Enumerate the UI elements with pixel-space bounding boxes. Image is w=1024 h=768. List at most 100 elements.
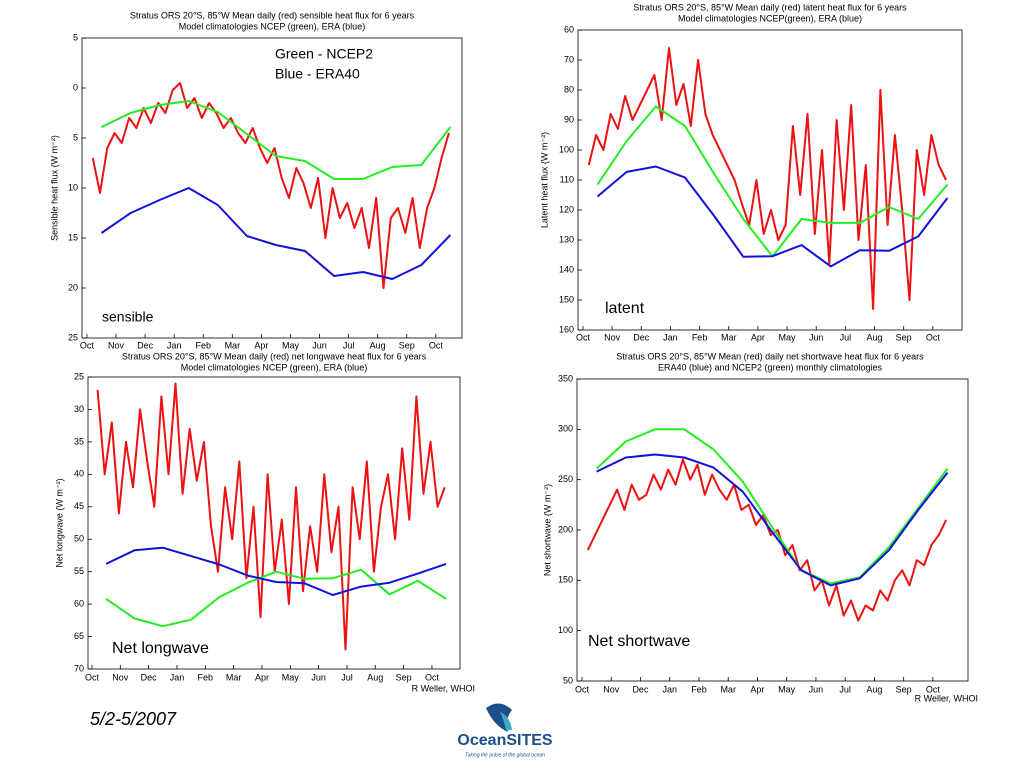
x-tick-label: Nov (603, 684, 620, 694)
logo-shape (500, 712, 512, 730)
x-tick-label: Jul (341, 672, 353, 682)
x-tick-label: Jan (662, 684, 677, 694)
x-tick-label: Oct (926, 684, 941, 694)
x-tick-label: Apr (750, 684, 764, 694)
plot-area (81, 37, 463, 339)
x-tick-label: Dec (141, 672, 158, 682)
x-tick-label: Nov (112, 672, 129, 682)
y-axis-label: Sensible heat flux (W m⁻²) (49, 135, 59, 241)
x-tick-label: Feb (692, 332, 708, 342)
y-tick-label: 160 (559, 324, 574, 334)
x-tick-label: May (282, 340, 300, 350)
annotation: Green - NCEP2 (275, 46, 373, 62)
chart-subtitle: Model climatologies NCEP (green), ERA (b… (179, 21, 365, 31)
x-tick-label: Nov (108, 340, 125, 350)
y-tick-label: 45 (74, 501, 84, 511)
y-axis-label: Latent heat flux (W m⁻²) (539, 132, 549, 228)
data-line (596, 453, 949, 587)
x-tick-label: Aug (866, 684, 882, 694)
x-tick-label: Aug (867, 332, 883, 342)
y-tick-label: 60 (564, 24, 574, 34)
y-axis-label: Net shortwave (W m⁻²) (542, 484, 552, 576)
x-tick-label: Jan (663, 332, 678, 342)
credit: R Weller, WHOI (412, 683, 475, 693)
x-tick-label: Mar (225, 340, 241, 350)
x-tick-label: Jun (809, 684, 824, 694)
x-tick-label: Apr (751, 332, 765, 342)
x-tick-label: Oct (926, 332, 941, 342)
x-tick-label: Aug (367, 672, 383, 682)
y-tick-label: 40 (74, 469, 84, 479)
x-tick-label: Nov (604, 332, 621, 342)
y-tick-label: 350 (558, 373, 573, 383)
data-line (595, 428, 949, 585)
x-tick-label: Oct (575, 684, 590, 694)
annotation: sensible (102, 309, 154, 325)
y-tick-label: 120 (559, 204, 574, 214)
plot-area (87, 376, 461, 670)
x-tick-label: Feb (195, 340, 211, 350)
y-tick-label: 90 (564, 114, 574, 124)
x-tick-label: Mar (226, 672, 242, 682)
data-line (100, 187, 452, 280)
chart-title: Stratus ORS 20°S, 85°W Mean daily (red) … (633, 2, 907, 12)
x-tick-label: Feb (198, 672, 214, 682)
x-tick-label: Oct (576, 332, 591, 342)
x-tick-label: Mar (720, 684, 736, 694)
y-tick-label: 100 (559, 144, 574, 154)
x-tick-label: Oct (429, 340, 444, 350)
chart-subtitle: ERA40 (blue) and NCEP2 (green) monthly c… (658, 362, 883, 372)
x-tick-label: Jun (809, 332, 824, 342)
y-tick-label: 100 (558, 625, 573, 635)
chart-subtitle: Model climatologies NCEP (green), ERA (b… (181, 362, 367, 372)
annotation: Blue - ERA40 (275, 66, 360, 82)
y-tick-label: 150 (559, 294, 574, 304)
annotation: latent (605, 300, 645, 317)
x-tick-label: Oct (85, 672, 100, 682)
x-tick-label: Jun (311, 672, 326, 682)
x-tick-label: Sep (396, 672, 412, 682)
chart-title: Stratus ORS 20°S, 85°W Mean daily (red) … (130, 10, 415, 20)
logo-tagline: Taking the pulse of the global ocean (465, 752, 545, 758)
y-tick-label: 200 (558, 524, 573, 534)
y-tick-label: 5 (73, 32, 78, 42)
chart-subtitle: Model climatologies NCEP(green), ERA (bl… (678, 13, 862, 23)
y-tick-label: 25 (74, 371, 84, 381)
annotation: Net shortwave (588, 633, 690, 650)
y-tick-label: 250 (558, 474, 573, 484)
y-tick-label: 70 (74, 663, 84, 673)
data-line (105, 546, 447, 596)
y-tick-label: 140 (559, 264, 574, 274)
x-tick-label: May (282, 672, 300, 682)
x-tick-label: Dec (633, 332, 650, 342)
y-tick-label: 70 (564, 54, 574, 64)
x-tick-label: Sep (896, 332, 912, 342)
x-tick-label: Jan (167, 340, 182, 350)
y-tick-label: 50 (74, 534, 84, 544)
y-tick-label: 110 (560, 174, 574, 184)
logo-text: OceanSITES (457, 732, 552, 749)
y-axis-label: Net longwave (W m⁻²) (54, 478, 64, 567)
chart-title: Stratus ORS 20°S, 85°W Mean daily (red) … (122, 351, 427, 361)
x-tick-label: Jan (170, 672, 185, 682)
x-tick-label: Apr (255, 672, 269, 682)
y-tick-label: 130 (559, 234, 574, 244)
y-tick-label: 55 (74, 566, 84, 576)
credit: R Weller, WHOI (915, 693, 978, 703)
plot-area (577, 29, 963, 331)
data-line (587, 47, 947, 310)
data-line (91, 82, 450, 289)
x-tick-label: Mar (721, 332, 737, 342)
x-tick-label: Oct (80, 340, 95, 350)
y-tick-label: 30 (74, 404, 84, 414)
y-tick-label: 65 (74, 631, 84, 641)
data-line (101, 100, 452, 180)
y-tick-label: 15 (68, 232, 78, 242)
x-tick-label: May (778, 684, 796, 694)
y-tick-label: 35 (74, 436, 84, 446)
x-tick-label: Aug (370, 340, 386, 350)
annotation: Net longwave (112, 640, 209, 657)
y-tick-label: 25 (68, 332, 78, 342)
chart-title: Stratus ORS 20°S, 85°W Mean (red) daily … (616, 351, 924, 361)
logo (486, 703, 512, 732)
